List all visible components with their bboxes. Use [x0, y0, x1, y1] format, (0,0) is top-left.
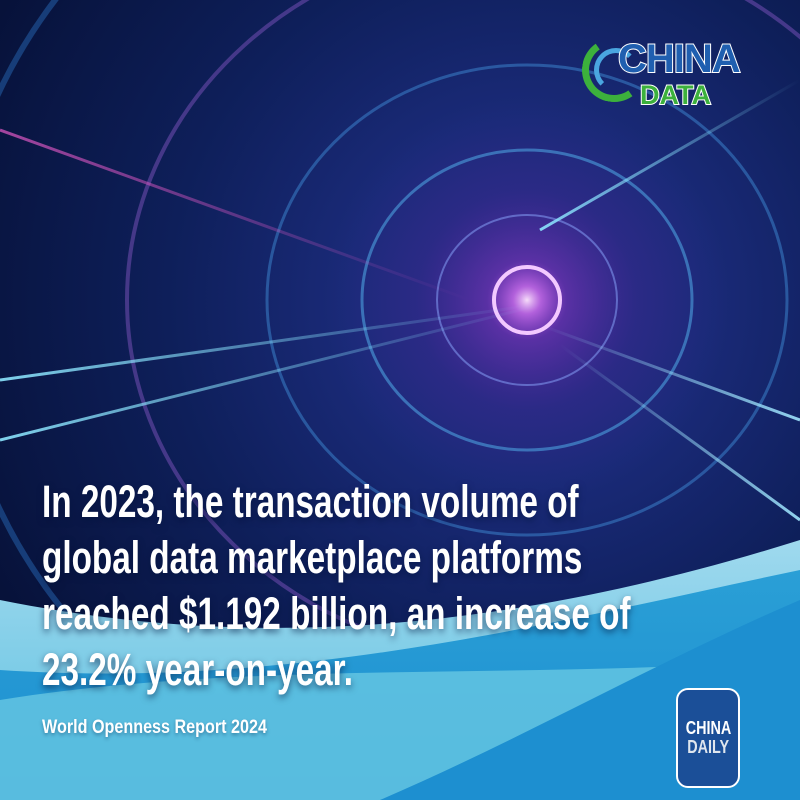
headline-line: global data marketplace platforms: [42, 532, 583, 583]
headline: In 2023, the transaction volume of globa…: [42, 474, 782, 698]
logo-arc-icon: [594, 48, 638, 92]
china-daily-logo: CHINA DAILY: [676, 688, 740, 788]
glow-ring: [492, 265, 562, 335]
light-streak: [0, 303, 536, 382]
logo-daily-text: DAILY: [687, 737, 729, 757]
light-streak: [0, 303, 541, 442]
source-credit: World Openness Report 2024: [42, 717, 267, 738]
light-streak: [559, 343, 800, 522]
tunnel-ring: [360, 148, 694, 452]
logo-china-text: CHINA: [685, 718, 731, 738]
light-streak: [539, 78, 800, 232]
tunnel-ring: [265, 63, 789, 537]
headline-line: reached $1.192 billion, an increase of: [42, 588, 631, 639]
china-data-logo: CHINA DATA: [576, 32, 772, 112]
headline-line: In 2023, the transaction volume of: [42, 476, 579, 527]
logo-data-text: DATA: [639, 79, 712, 111]
headline-line: 23.2% year-on-year.: [42, 644, 353, 695]
light-streak: [539, 323, 800, 422]
logo-china-text: CHINA: [617, 36, 742, 82]
tunnel-ring: [436, 214, 618, 386]
light-streak: [0, 128, 471, 302]
